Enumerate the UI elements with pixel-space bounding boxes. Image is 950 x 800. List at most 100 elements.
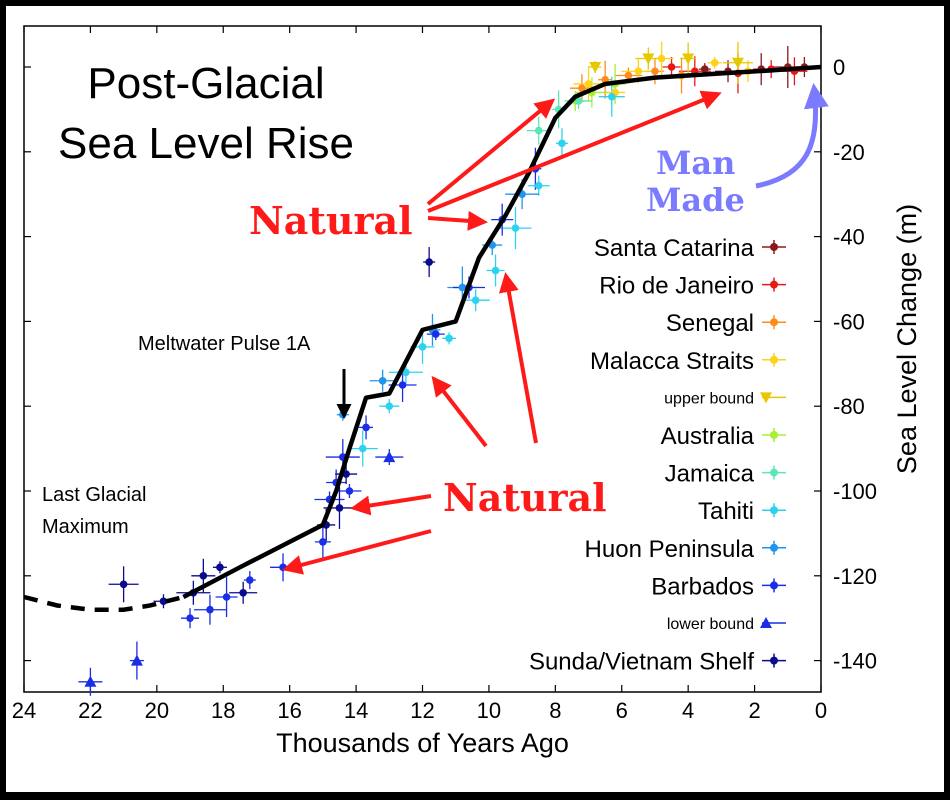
legend-marker: [770, 581, 778, 590]
legend-label: Huon Peninsula: [585, 536, 755, 563]
x-axis-label: Thousands of Years Ago: [276, 728, 569, 758]
legend-marker: [770, 318, 778, 327]
data-point: [362, 423, 370, 432]
x-tick-label: 22: [78, 698, 102, 723]
annotation-arrow: [427, 90, 722, 213]
legend-label: Sunda/Vietnam Shelf: [529, 649, 754, 676]
annotation-arrow: [427, 210, 488, 231]
x-tick-label: 10: [477, 698, 501, 723]
y-tick-label: -60: [833, 309, 865, 334]
data-point: [222, 593, 231, 601]
lgm-label-line-1: Last Glacial: [42, 484, 147, 506]
legend-marker: [770, 280, 778, 289]
data-point: [574, 97, 583, 105]
data-point: [418, 343, 427, 351]
y-tick-label: -20: [833, 140, 865, 165]
lgm-label-line-2: Maximum: [42, 516, 129, 538]
y-tick-label: -120: [833, 564, 877, 589]
annotation-arrow: [426, 98, 556, 206]
data-point: [402, 368, 410, 377]
data-point: [239, 588, 247, 597]
data-point: [657, 54, 666, 63]
data-point: [84, 675, 97, 687]
legend-label: upper bound: [664, 390, 754, 407]
data-point: [319, 538, 327, 546]
meltwater-pulse-label: Meltwater Pulse 1A: [138, 333, 311, 355]
data-point: [119, 580, 128, 589]
data-point: [383, 451, 396, 463]
data-point: [445, 334, 453, 343]
legend-marker: [770, 543, 778, 552]
data-point: [534, 126, 543, 135]
legend-label: Santa Catarina: [594, 235, 755, 262]
legend-marker: [760, 617, 772, 628]
data-point: [710, 58, 719, 67]
data-point: [731, 57, 744, 69]
data-point: [398, 381, 407, 389]
y-axis-label: Sea Level Change (m): [892, 204, 922, 474]
sea-level-trend-line: [182, 64, 822, 599]
x-tick-label: 6: [616, 698, 628, 723]
data-point: [667, 63, 676, 71]
data-point: [385, 402, 394, 411]
data-point: [335, 504, 344, 512]
x-tick-label: 0: [815, 698, 827, 723]
chart-title-line-1: Post-Glacial: [87, 59, 324, 108]
legend-marker: [760, 392, 772, 404]
data-point: [634, 67, 643, 76]
data-point: [425, 258, 433, 266]
x-tick-label: 24: [12, 698, 36, 723]
x-tick-label: 12: [410, 698, 434, 723]
data-point: [358, 444, 367, 453]
data-point: [642, 53, 655, 65]
chart-title-line-2: Sea Level Rise: [58, 119, 354, 168]
data-point: [206, 605, 214, 614]
x-tick-label: 2: [748, 698, 760, 723]
legend-marker: [770, 506, 778, 515]
legend-label: Rio de Janeiro: [599, 273, 754, 300]
data-point: [589, 62, 602, 73]
y-tick-label: -100: [833, 479, 877, 504]
data-point: [534, 181, 543, 190]
legend-marker: [770, 243, 778, 251]
data-point: [345, 487, 354, 495]
legend-label: lower bound: [667, 616, 754, 633]
data-point: [186, 614, 194, 622]
data-point: [431, 330, 440, 338]
sea-level-chart: 24 22 20 18 16 14 12 10 8 6 4 2 00-20-40-60-80-100-1…: [12, 25, 922, 758]
data-point: [246, 576, 254, 584]
y-tick-label: 0: [833, 55, 845, 80]
data-point: [378, 376, 387, 385]
data-point: [584, 80, 593, 88]
data-point: [130, 654, 143, 666]
legend-label: Jamaica: [665, 461, 755, 488]
data-point: [199, 572, 208, 580]
natural-label-lower: Natural: [443, 475, 607, 520]
man-made-label-line-2: Made: [646, 181, 745, 219]
x-tick-label: 8: [549, 698, 561, 723]
data-point: [607, 92, 616, 101]
annotation-arrow: [498, 272, 538, 444]
data-point: [624, 71, 633, 80]
y-tick-label: -80: [833, 394, 865, 419]
annotation-arrow: [431, 375, 488, 448]
natural-label-upper: Natural: [249, 198, 413, 243]
data-point: [491, 266, 500, 275]
legend-label: Barbados: [651, 573, 754, 600]
legend-label: Malacca Straits: [590, 348, 754, 375]
data-point: [216, 563, 224, 572]
legend-marker: [770, 431, 778, 439]
legend-label: Senegal: [666, 310, 754, 337]
data-point: [578, 84, 586, 92]
legend-marker: [770, 656, 778, 665]
legend-marker: [770, 468, 778, 477]
legend-label: Australia: [661, 423, 755, 450]
x-tick-label: 16: [277, 698, 301, 723]
y-tick-label: -40: [833, 225, 865, 250]
x-tick-label: 4: [682, 698, 694, 723]
annotation-arrow: [282, 529, 432, 575]
annotation-arrow: [350, 494, 432, 516]
y-tick-label: -140: [833, 649, 877, 674]
data-point: [458, 283, 467, 292]
